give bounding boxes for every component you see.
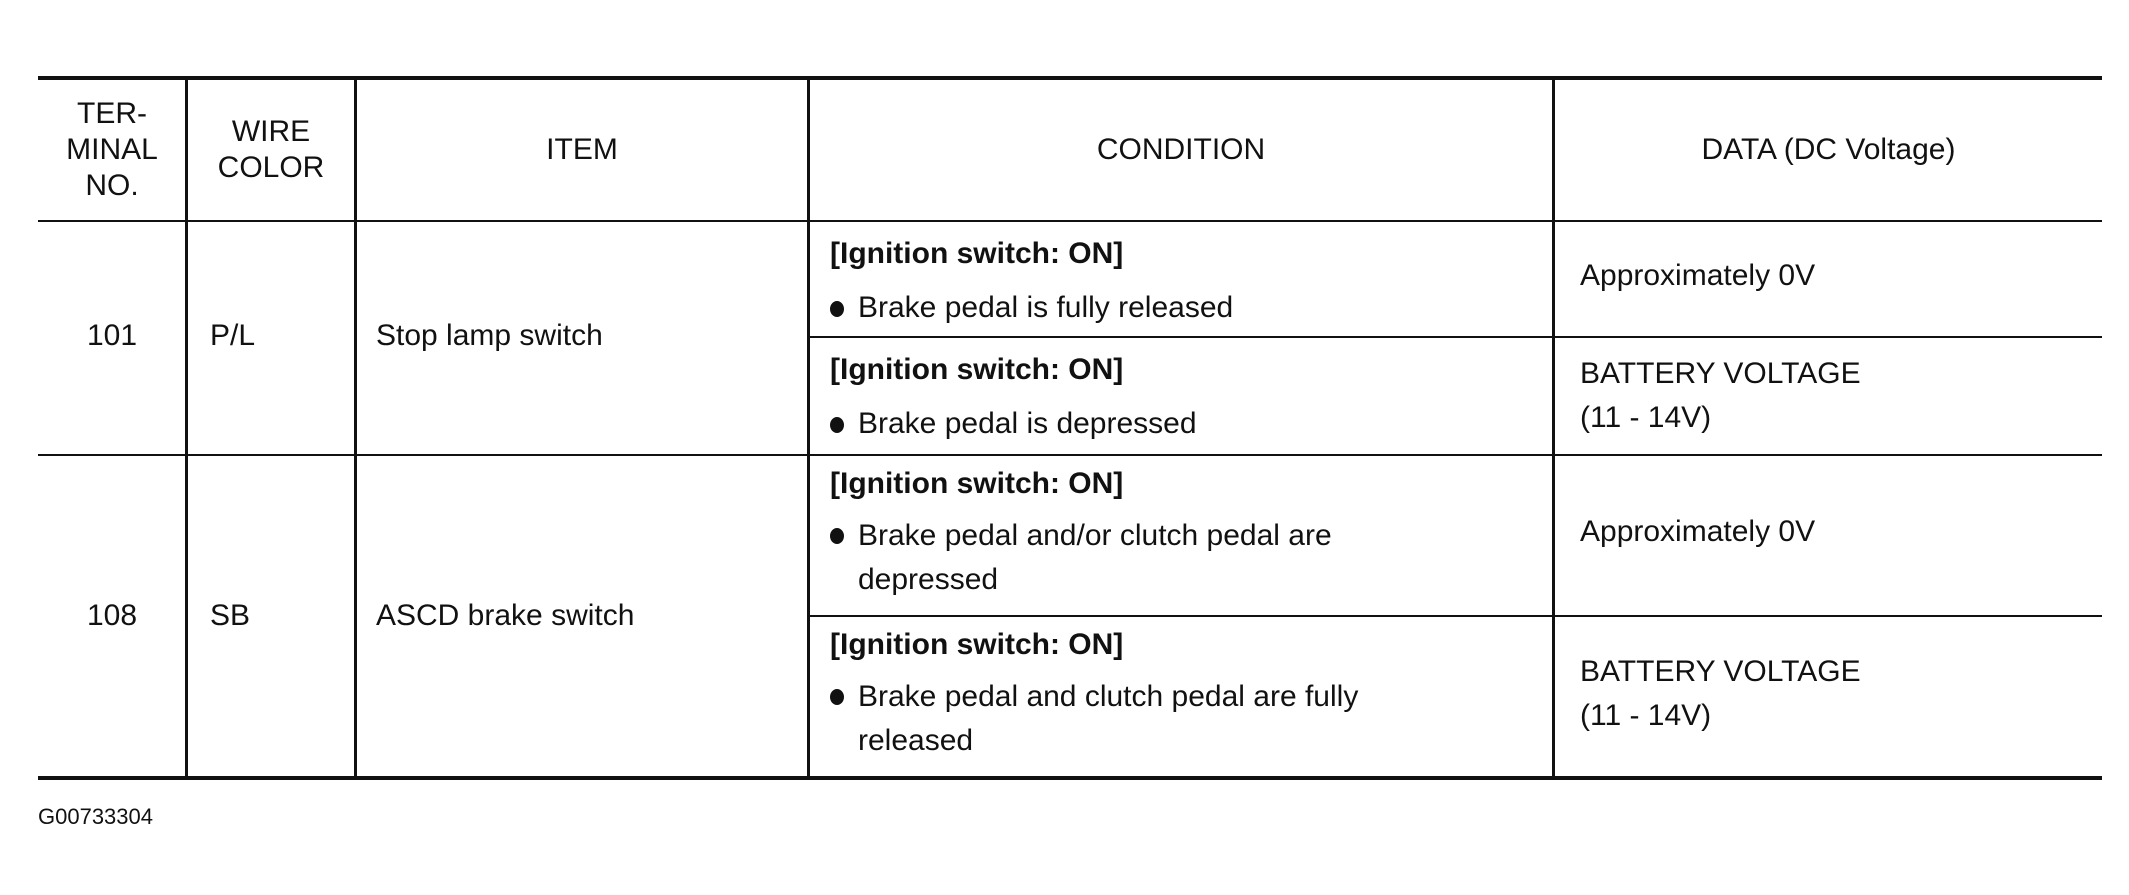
row-divider xyxy=(808,615,2102,617)
wire-color: P/L xyxy=(210,319,256,352)
data-value: BATTERY VOLTAGE (11 - 14V) xyxy=(1580,357,1861,434)
condition-detail: Brake pedal and clutch pedal are fully r… xyxy=(858,680,1359,757)
header-terminal-no: TER- MINAL NO. xyxy=(66,97,158,202)
condition-state: [Ignition switch: ON] xyxy=(830,467,1124,500)
condition-detail: Brake pedal is fully released xyxy=(858,291,1234,324)
terminal-number: 108 xyxy=(86,599,138,632)
header-rule xyxy=(38,220,2102,222)
bullet-icon xyxy=(830,301,844,318)
bullet-icon xyxy=(830,417,844,434)
header-condition: CONDITION xyxy=(1096,133,1266,166)
condition: [Ignition switch: ON] Brake pedal and/or… xyxy=(830,466,1332,602)
condition-state: [Ignition switch: ON] xyxy=(830,628,1124,661)
bullet-icon xyxy=(830,689,844,705)
condition-state: [Ignition switch: ON] xyxy=(830,237,1124,270)
condition: [Ignition switch: ON] Brake pedal is ful… xyxy=(830,236,1233,326)
condition: [Ignition switch: ON] Brake pedal and cl… xyxy=(830,627,1358,763)
bullet-icon xyxy=(830,528,844,544)
condition-detail: Brake pedal and/or clutch pedal are depr… xyxy=(858,519,1332,596)
header-wire-color: WIRE COLOR xyxy=(217,115,325,184)
header-data: DATA (DC Voltage) xyxy=(1701,133,1956,166)
condition: [Ignition switch: ON] Brake pedal is dep… xyxy=(830,352,1197,442)
table-bottom-rule xyxy=(38,776,2102,780)
figure-id: G00733304 xyxy=(38,804,153,829)
data-value: Approximately 0V xyxy=(1580,515,1816,548)
condition-state: [Ignition switch: ON] xyxy=(830,353,1124,386)
row-divider xyxy=(38,454,2102,456)
row-divider xyxy=(808,336,2102,338)
condition-detail: Brake pedal is depressed xyxy=(858,407,1197,440)
data-value: Approximately 0V xyxy=(1580,259,1816,292)
data-value: BATTERY VOLTAGE (11 - 14V) xyxy=(1580,655,1861,732)
column-divider xyxy=(807,78,810,778)
table-top-rule xyxy=(38,76,2102,80)
column-divider xyxy=(185,78,188,778)
item-name: Stop lamp switch xyxy=(376,319,603,352)
terminal-number: 101 xyxy=(86,319,138,352)
item-name: ASCD brake switch xyxy=(376,599,635,632)
column-divider xyxy=(354,78,357,778)
header-item: ITEM xyxy=(546,133,618,166)
column-divider xyxy=(1552,78,1555,778)
wire-color: SB xyxy=(210,599,251,632)
